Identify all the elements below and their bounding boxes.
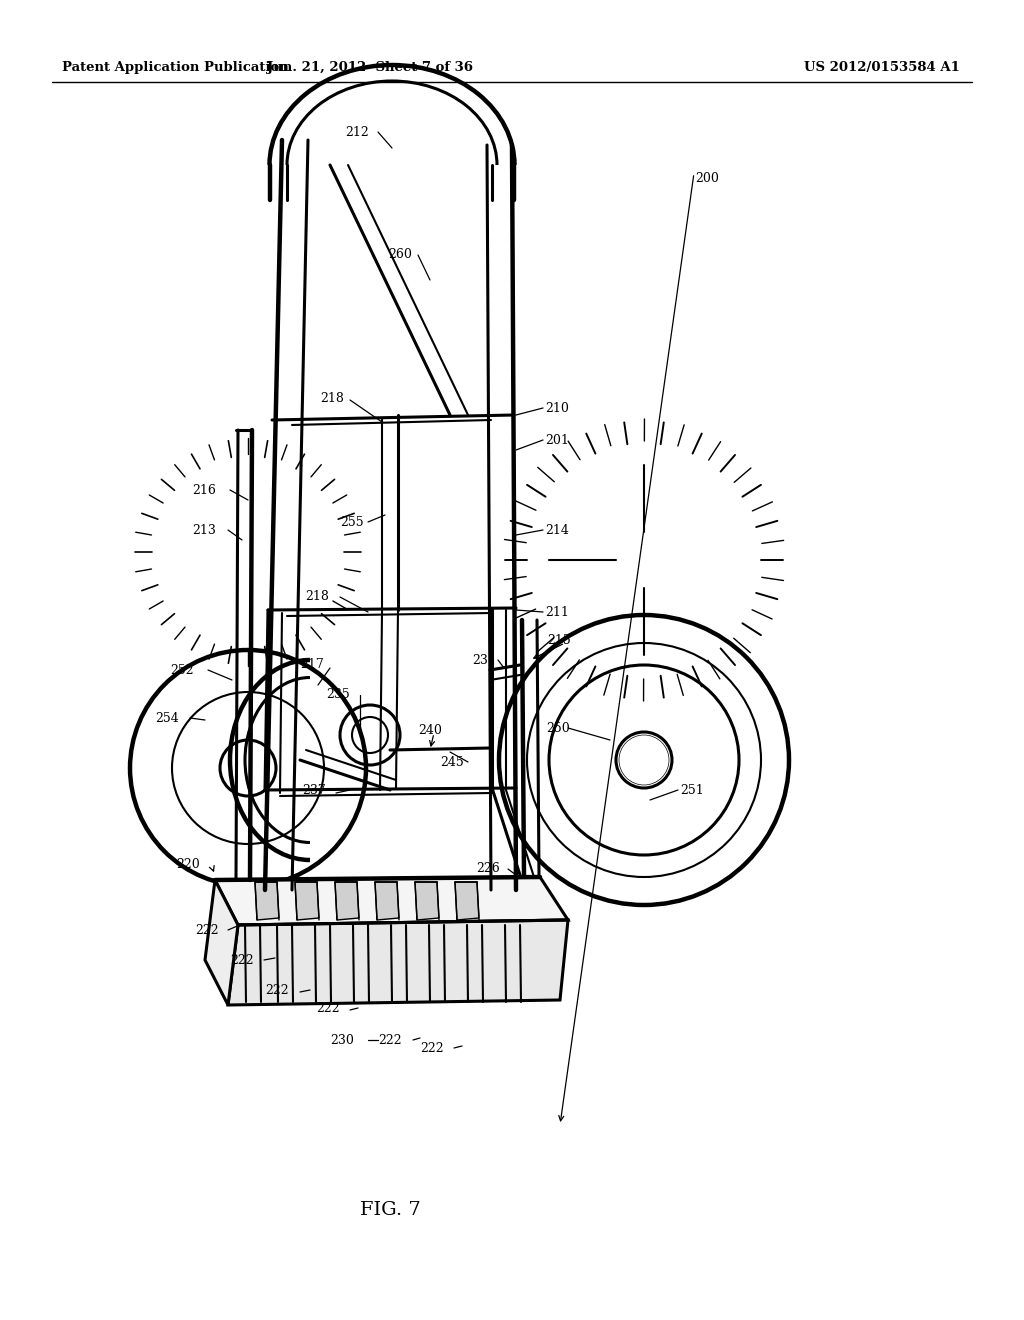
Text: 235: 235 <box>326 689 350 701</box>
Text: 217: 217 <box>300 659 324 672</box>
Text: 213: 213 <box>193 524 216 536</box>
Text: 222: 222 <box>316 1002 340 1015</box>
Text: 218: 218 <box>305 590 329 602</box>
Polygon shape <box>415 882 439 920</box>
Text: 260: 260 <box>388 248 412 261</box>
Text: 245: 245 <box>440 755 464 768</box>
Polygon shape <box>295 882 319 920</box>
Polygon shape <box>335 882 359 920</box>
Text: 222: 222 <box>265 983 289 997</box>
Circle shape <box>618 735 669 785</box>
Text: 200: 200 <box>695 172 719 185</box>
Text: 237: 237 <box>302 784 326 796</box>
Polygon shape <box>455 882 479 920</box>
Text: 230: 230 <box>330 1034 354 1047</box>
Text: 211: 211 <box>545 606 569 619</box>
Text: FIG. 7: FIG. 7 <box>359 1201 421 1218</box>
Text: 251: 251 <box>680 784 703 796</box>
Text: 222: 222 <box>420 1041 443 1055</box>
Text: 252: 252 <box>170 664 194 676</box>
Text: 250: 250 <box>546 722 569 734</box>
Text: 222: 222 <box>378 1034 401 1047</box>
Text: 215: 215 <box>547 634 570 647</box>
Text: 212: 212 <box>345 125 369 139</box>
Text: 201: 201 <box>545 433 569 446</box>
Polygon shape <box>255 882 279 920</box>
Text: 216: 216 <box>193 483 216 496</box>
Text: 222: 222 <box>230 953 254 966</box>
Polygon shape <box>375 882 399 920</box>
Text: 222: 222 <box>195 924 219 936</box>
Text: 220: 220 <box>176 858 200 871</box>
Text: 210: 210 <box>545 401 569 414</box>
Polygon shape <box>205 880 238 1005</box>
Text: 226: 226 <box>476 862 500 874</box>
Text: 255: 255 <box>340 516 364 528</box>
Text: 240: 240 <box>418 723 442 737</box>
Text: Patent Application Publication: Patent Application Publication <box>62 62 289 74</box>
Text: 231: 231 <box>472 653 496 667</box>
Text: US 2012/0153584 A1: US 2012/0153584 A1 <box>804 62 961 74</box>
Text: 214: 214 <box>545 524 569 536</box>
Text: 254: 254 <box>155 711 179 725</box>
Polygon shape <box>228 920 568 1005</box>
Text: Jun. 21, 2012  Sheet 7 of 36: Jun. 21, 2012 Sheet 7 of 36 <box>267 62 473 74</box>
Polygon shape <box>215 876 568 925</box>
Text: 218: 218 <box>319 392 344 404</box>
